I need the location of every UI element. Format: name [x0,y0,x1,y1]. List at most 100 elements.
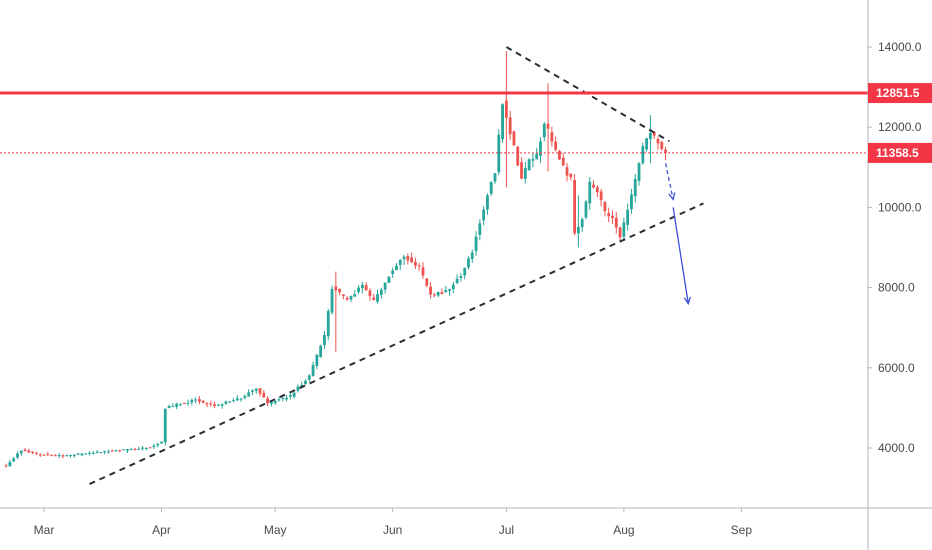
candle-body [190,400,194,403]
candles-layer [4,51,667,468]
candle-body [660,141,664,150]
candle-body [459,276,463,278]
candle-body [592,184,595,188]
candle-body [652,131,656,136]
price-tick-label: 6000.0 [878,361,915,375]
candle-body [57,455,61,457]
candle-body [630,194,633,210]
candle-body [527,159,531,171]
candle-body [531,158,535,161]
candle-body [133,448,137,450]
candle-body [31,451,35,454]
projection-arrow-head [668,192,676,201]
candle-body [141,447,144,449]
plot-background [0,0,868,508]
candle-body [304,380,307,385]
candle-body [27,450,31,453]
candle-body [107,451,110,453]
candle-body [656,139,660,144]
price-tag [868,83,932,104]
time-tick-label: Mar [34,523,55,537]
candle-body [296,386,300,391]
candle-body [523,167,527,179]
candle-body [42,454,46,456]
candle-body [599,191,603,201]
resistance-trendline[interactable] [505,46,670,143]
candle-body [580,219,584,228]
price-tick-label: 12000.0 [878,120,922,134]
candle-body [144,448,148,450]
candle-body [114,450,118,452]
candle-body [338,288,342,293]
candle-body [550,132,554,142]
candle-body [137,448,141,450]
candle-body [182,402,186,404]
projection-arrow-line [672,207,689,304]
candle-body [69,455,72,457]
candle-body [194,399,197,401]
candle-body [402,256,406,260]
candle-body [376,294,379,302]
candle-body [179,404,182,406]
candle-body [160,441,163,444]
candle-body [368,290,372,297]
candle-body [270,401,273,404]
candle-body [156,443,160,446]
candle-body [622,222,626,237]
time-tick-label: Jul [499,523,514,537]
candle-body [251,390,254,392]
candle-body [364,285,368,291]
candle-body [345,297,349,300]
candle-body [603,202,607,211]
candle-body [103,451,107,453]
support-trendline[interactable] [89,202,704,485]
candle-body [588,181,592,204]
candle-body [379,289,383,295]
projection-arrow-line [664,163,674,200]
candle-body [285,397,288,400]
candle-body [520,162,523,179]
candle-body [470,252,474,260]
candle-body [65,455,69,457]
projection-arrow-head [683,296,691,306]
candle-body [641,145,645,164]
candle-body [46,454,50,456]
candle-body [110,450,114,452]
price-tick-label: 10000.0 [878,200,922,214]
candle-body [444,290,448,293]
candle-body [372,297,376,300]
candle-body [614,217,618,228]
time-tick-label: May [264,523,287,537]
candle-body [122,449,125,451]
candle-body [501,104,504,140]
candle-body [573,179,576,234]
candle-body [129,449,133,451]
candle-body [315,354,319,366]
candle-body [163,408,167,443]
candle-body [664,149,667,153]
candle-body [637,163,641,181]
candle-body [645,138,649,150]
candle-body [455,278,459,283]
candle-body [353,294,357,297]
candle-body [429,286,432,295]
price-axis[interactable]: 4000.0 6000.0 8000.0 10000.0 12000.0 14000.0 [868,40,922,455]
candle-body [398,260,402,265]
candle-body [474,236,478,252]
candle-body [152,445,156,448]
price-tick-label: 4000.0 [878,441,915,455]
candle-body [205,403,209,405]
candle-body [334,286,338,291]
time-tick-label: Sep [731,523,753,537]
candle-body [421,267,425,276]
candle-body [232,399,235,401]
time-axis[interactable]: Mar Apr May Jun Jul Aug Sep [34,508,753,537]
candle-body [542,123,546,138]
candle-body [307,375,311,380]
candle-body [395,265,398,271]
candle-body [201,400,205,403]
candle-body [88,452,91,454]
candle-body [186,402,190,404]
price-tick-label: 8000.0 [878,281,915,295]
